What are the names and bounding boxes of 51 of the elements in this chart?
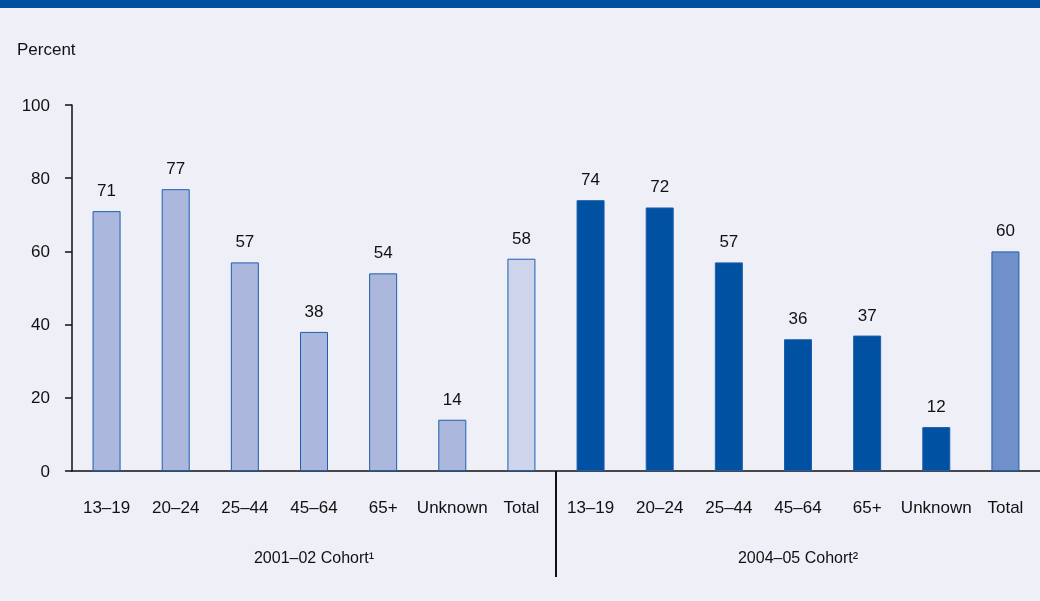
data-label: 54 [373,243,393,263]
data-label: 72 [650,177,670,197]
x-tick-label: 45–64 [774,498,822,517]
bar [92,211,121,471]
y-axis-title: Percent [17,40,76,59]
x-tick-label: 25–44 [705,498,753,517]
data-label: 14 [442,389,462,409]
x-tick-label: 25–44 [221,498,269,517]
data-label: 36 [788,309,808,329]
data-label: 58 [511,228,531,248]
bar [991,251,1020,471]
x-tick-label: 65+ [368,498,398,517]
bar [369,273,398,471]
data-label: 77 [166,159,186,179]
bar [922,427,951,471]
x-tick-label: Unknown [900,498,972,517]
y-tick-label: 100 [21,95,50,115]
data-label: 37 [857,305,877,325]
x-tick-label: 20–24 [152,498,200,517]
y-tick-label: 80 [31,168,50,188]
y-tick-label: 40 [31,315,50,335]
data-label: 74 [581,170,601,190]
bar [161,189,190,471]
x-tick-label: Unknown [416,498,488,517]
bar [300,331,328,471]
data-label: 12 [926,397,946,417]
bar [784,339,812,471]
bar [230,262,259,471]
y-tick-label: 0 [40,461,50,481]
bar [714,262,743,471]
x-tick-label: 13–19 [82,498,131,517]
x-tick-label: Total [503,498,540,517]
bar [507,258,536,471]
y-tick-label: 20 [31,388,50,408]
data-label: 60 [995,221,1015,241]
x-tick-label: 13–19 [566,498,615,517]
bar [645,207,674,471]
x-tick-label: 65+ [852,498,882,517]
y-tick-label: 60 [31,241,50,261]
bar [438,419,467,471]
x-tick-label: Total [987,498,1024,517]
data-label: 38 [304,301,324,321]
bar [853,335,882,471]
data-label: 71 [97,181,117,201]
x-tick-label: 45–64 [290,498,338,517]
data-label: 57 [235,232,255,252]
text: 2001–02 Cohort¹ [253,548,375,566]
data-label: 57 [719,232,739,252]
text: 2004–05 Cohort² [737,548,859,566]
bar [576,200,605,471]
x-tick-label: 20–24 [636,498,684,517]
